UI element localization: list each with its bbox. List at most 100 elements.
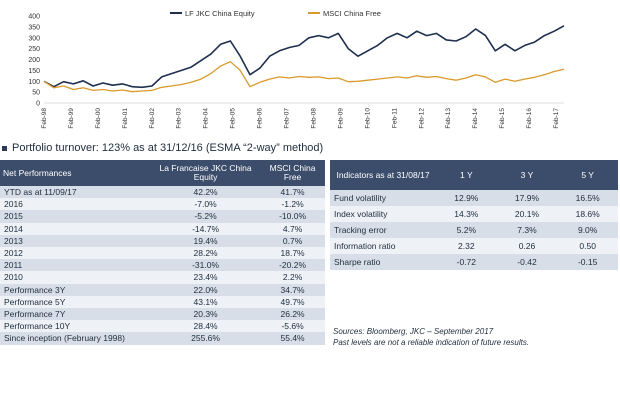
row-label: 2014 bbox=[0, 222, 151, 235]
y-tick-label: 300 bbox=[28, 35, 40, 42]
row-value: 20.3% bbox=[151, 308, 261, 321]
x-tick-label: Feb-00 bbox=[95, 108, 102, 129]
row-value: 12.9% bbox=[436, 190, 497, 206]
y-tick-label: 150 bbox=[28, 68, 40, 75]
ind-header-label: Indicators as at 31/08/17 bbox=[330, 160, 436, 190]
portfolio-turnover: Portfolio turnover: 123% as at 31/12/16 … bbox=[2, 142, 323, 154]
row-label: 2011 bbox=[0, 259, 151, 272]
perf-row: 2011 -31.0% -20.2% bbox=[0, 259, 325, 272]
row-label: Index volatility bbox=[330, 206, 436, 222]
row-value: 4.7% bbox=[260, 222, 325, 235]
row-value: -31.0% bbox=[151, 259, 261, 272]
row-value: -7.0% bbox=[151, 198, 261, 211]
x-tick-label: Feb-10 bbox=[364, 108, 371, 129]
perf-row: Performance 3Y 22.0% 34.7% bbox=[0, 283, 325, 296]
row-value: 34.7% bbox=[260, 283, 325, 296]
perf-row: Since inception (February 1998) 255.6% 55.… bbox=[0, 332, 325, 345]
row-label: Performance 10Y bbox=[0, 320, 151, 333]
row-label: Performance 3Y bbox=[0, 283, 151, 296]
perf-row: Performance 10Y 28.4% -5.6% bbox=[0, 320, 325, 333]
row-value: -0.15 bbox=[557, 254, 618, 270]
row-value: 2.2% bbox=[260, 271, 325, 284]
row-value: 19.4% bbox=[151, 234, 261, 248]
x-tick-label: Feb-11 bbox=[391, 108, 398, 128]
row-value: 20.1% bbox=[496, 206, 558, 222]
row-value: -0.72 bbox=[436, 254, 497, 270]
turnover-text: Portfolio turnover: 123% as at 31/12/16 … bbox=[12, 142, 324, 154]
row-label: Fund volatility bbox=[330, 190, 436, 206]
x-tick-label: Feb-12 bbox=[418, 108, 425, 129]
row-value: -0.42 bbox=[496, 254, 558, 270]
indicator-row: Tracking error 5.2% 7.3% 9.0% bbox=[330, 222, 618, 238]
perf-row: YTD as at 11/09/17 42.2% 41.7% bbox=[0, 186, 325, 199]
disclaimer-line: Past levels are not a reliable indicatio… bbox=[333, 338, 530, 347]
row-value: -5.2% bbox=[151, 210, 261, 223]
indicator-row: Sharpe ratio -0.72 -0.42 -0.15 bbox=[330, 254, 618, 270]
x-tick-label: Feb-07 bbox=[284, 108, 291, 129]
row-value: 0.50 bbox=[557, 238, 618, 254]
net-performance-table: Net Performances La Francaise JKC China … bbox=[0, 160, 325, 345]
indicator-row: Fund volatility 12.9% 17.9% 16.5% bbox=[330, 190, 618, 206]
row-value: 28.4% bbox=[151, 320, 261, 333]
x-tick-label: Feb-16 bbox=[526, 108, 533, 129]
performance-line-chart: 0 50 100 150 200 250 300 350 400 Feb-98 Feb-99 Feb-… bbox=[28, 9, 565, 129]
ind-header-5y: 5 Y bbox=[557, 160, 618, 190]
row-value: -1.2% bbox=[260, 198, 325, 211]
y-tick-label: 0 bbox=[36, 101, 40, 108]
ind-header-1y: 1 Y bbox=[436, 160, 497, 190]
row-label: Sharpe ratio bbox=[330, 254, 436, 270]
row-value: 23.4% bbox=[151, 271, 261, 284]
row-value: 49.7% bbox=[260, 295, 325, 309]
row-value: 0.26 bbox=[496, 238, 558, 254]
row-label: Performance 7Y bbox=[0, 308, 151, 321]
x-tick-label: Feb-01 bbox=[122, 108, 129, 129]
row-label: 2015 bbox=[0, 210, 151, 223]
perf-row: Performance 7Y 20.3% 26.2% bbox=[0, 308, 325, 321]
row-value: -14.7% bbox=[151, 222, 261, 235]
row-label: YTD as at 11/09/17 bbox=[0, 186, 151, 199]
row-value: -5.6% bbox=[260, 320, 325, 333]
perf-row: 2010 23.4% 2.2% bbox=[0, 271, 325, 284]
perf-header-fund: La Francaise JKC China Equity bbox=[151, 160, 261, 186]
row-value: 5.2% bbox=[436, 222, 497, 238]
y-tick-label: 250 bbox=[28, 46, 40, 53]
perf-row: 2016 -7.0% -1.2% bbox=[0, 198, 325, 211]
row-value: -20.2% bbox=[260, 259, 325, 272]
row-value: 28.2% bbox=[151, 247, 261, 260]
row-value: 43.1% bbox=[151, 295, 261, 309]
perf-row: Performance 5Y 43.1% 49.7% bbox=[0, 295, 325, 309]
legend-label: LF JKC China Equity bbox=[185, 9, 255, 18]
row-label: Performance 5Y bbox=[0, 295, 151, 309]
x-tick-label: Feb-08 bbox=[310, 108, 317, 129]
row-value: 16.5% bbox=[557, 190, 618, 206]
x-tick-label: Feb-15 bbox=[499, 108, 506, 129]
row-value: 7.3% bbox=[496, 222, 558, 238]
row-value: 9.0% bbox=[557, 222, 618, 238]
x-tick-label: Feb-17 bbox=[553, 108, 560, 129]
row-value: -10.0% bbox=[260, 210, 325, 223]
x-tick-label: Feb-09 bbox=[337, 108, 344, 129]
series-line bbox=[43, 61, 565, 93]
ind-header-3y: 3 Y bbox=[496, 160, 558, 190]
indicator-row: Index volatility 14.3% 20.1% 18.6% bbox=[330, 206, 618, 222]
row-label: 2016 bbox=[0, 198, 151, 211]
perf-header-label: Net Performances bbox=[0, 160, 151, 186]
series-line bbox=[43, 25, 565, 89]
x-tick-label: Feb-14 bbox=[472, 108, 479, 129]
sources-note: Sources: Bloomberg, JKC – September 2017… bbox=[333, 326, 529, 348]
row-value: 255.6% bbox=[151, 332, 261, 345]
row-value: 17.9% bbox=[496, 190, 558, 206]
row-value: 18.6% bbox=[557, 206, 618, 222]
x-tick-label: Feb-03 bbox=[176, 108, 183, 129]
row-label: Tracking error bbox=[330, 222, 436, 238]
x-tick-label: Feb-98 bbox=[41, 108, 48, 129]
perf-row: 2014 -14.7% 4.7% bbox=[0, 222, 325, 235]
indicators-table: Indicators as at 31/08/17 1 Y 3 Y 5 Y Fu… bbox=[330, 160, 618, 270]
row-value: 22.0% bbox=[151, 283, 261, 296]
sources-line: Sources: Bloomberg, JKC – September 2017 bbox=[333, 327, 494, 336]
row-value: 2.32 bbox=[436, 238, 497, 254]
y-tick-label: 50 bbox=[32, 90, 40, 97]
row-value: 55.4% bbox=[260, 332, 325, 345]
perf-header-row: Net Performances La Francaise JKC China … bbox=[0, 160, 325, 186]
x-tick-label: Feb-06 bbox=[257, 108, 264, 129]
